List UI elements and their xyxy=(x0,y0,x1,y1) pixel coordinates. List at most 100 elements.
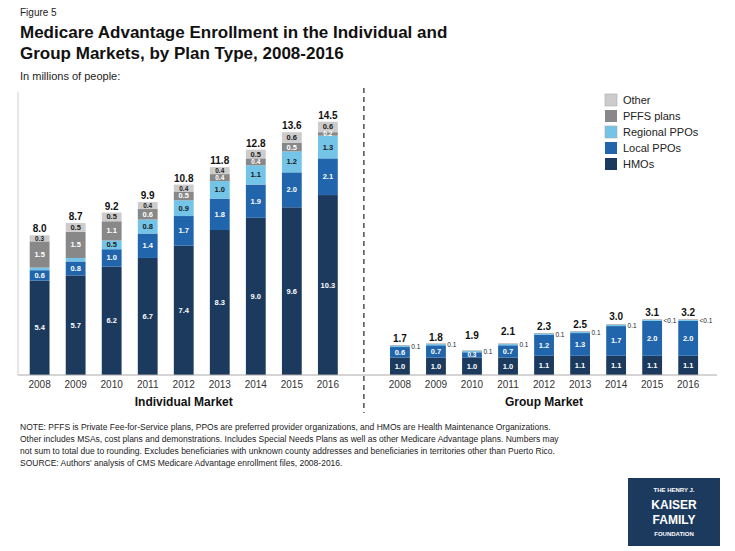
legend-label: Local PPOs xyxy=(623,142,682,154)
bar-segment xyxy=(102,213,122,222)
data-label: 1.8 xyxy=(215,210,225,219)
bar-segment xyxy=(282,151,302,172)
bar-segment xyxy=(498,358,518,375)
total-label: 1.7 xyxy=(393,333,407,344)
bar-segment xyxy=(570,356,590,375)
legend-label: Other xyxy=(623,94,651,106)
legend-swatch xyxy=(605,126,617,138)
total-label: 10.8 xyxy=(174,173,194,184)
note: NOTE: PFFS is Private Fee-for-Service pl… xyxy=(20,422,551,432)
bar-segment xyxy=(174,192,194,201)
legend-label: HMOs xyxy=(623,158,655,170)
bar-segment xyxy=(642,321,662,356)
total-label: 8.0 xyxy=(33,223,47,234)
data-label: 6.7 xyxy=(142,312,152,321)
data-label: 1.3 xyxy=(323,143,333,152)
bar-segment xyxy=(102,267,122,375)
bar-segment xyxy=(498,345,518,357)
data-label: 0.6 xyxy=(142,210,152,219)
legend-swatch xyxy=(605,94,617,106)
bar-segment xyxy=(30,270,50,280)
total-label: 8.7 xyxy=(69,211,83,222)
data-labels: 5.40.61.50.35.70.81.50.56.21.00.51.10.56… xyxy=(33,110,713,371)
x-tick-label: 2009 xyxy=(425,379,448,390)
bar-segment xyxy=(174,246,194,375)
bar-segment xyxy=(174,216,194,246)
bar-segment xyxy=(426,344,446,345)
data-label: 0.5 xyxy=(179,191,189,200)
bar-segment xyxy=(282,132,302,142)
data-label: 0.5 xyxy=(251,150,261,159)
legend-swatch xyxy=(605,110,617,122)
data-label: 0.1 xyxy=(447,341,456,348)
total-label: 3.1 xyxy=(645,307,659,318)
data-label: 2.0 xyxy=(647,334,657,343)
total-label: 9.9 xyxy=(141,190,155,201)
bars xyxy=(30,122,698,375)
data-label: 1.0 xyxy=(431,362,441,371)
bar-segment xyxy=(246,165,266,184)
title: Group Markets, by Plan Type, 2008-2016 xyxy=(20,44,344,63)
y-axis-line xyxy=(18,92,19,375)
data-label: 10.3 xyxy=(321,281,336,290)
data-label: 0.3 xyxy=(35,235,44,242)
bar-segment xyxy=(66,223,86,232)
bar-segment xyxy=(318,158,338,195)
legend-swatch xyxy=(605,142,617,154)
bar-segment xyxy=(30,241,50,267)
legend-swatch xyxy=(605,158,617,170)
bar-segment xyxy=(606,325,626,326)
group-separator xyxy=(363,88,364,413)
data-label: 6.2 xyxy=(106,316,116,325)
note: Other includes MSAs, cost plans and demo… xyxy=(20,434,559,444)
data-label: 0.5 xyxy=(106,212,116,221)
bar-segment xyxy=(462,358,482,375)
bar-segment xyxy=(678,319,698,320)
x-tick-label: 2012 xyxy=(173,379,196,390)
data-label: 9.0 xyxy=(251,292,261,301)
data-label: 7.4 xyxy=(179,306,190,315)
legend-label: PFFS plans xyxy=(623,110,681,122)
bar-segment xyxy=(30,235,50,241)
logo: THE HENRY J.KAISERFAMILYFOUNDATION xyxy=(628,478,720,546)
total-label: 1.9 xyxy=(465,330,479,341)
data-label: 1.1 xyxy=(683,361,693,370)
bar-segment xyxy=(678,356,698,375)
bar-segment xyxy=(174,200,194,216)
data-label: 1.7 xyxy=(179,226,189,235)
bar-segment xyxy=(210,167,230,174)
data-label: 0.4 xyxy=(179,185,188,192)
total-label: 2.5 xyxy=(573,319,587,330)
data-label: 1.1 xyxy=(611,361,621,370)
bar-segment xyxy=(426,345,446,357)
data-label: 0.4 xyxy=(215,167,224,174)
bar-segment xyxy=(174,185,194,192)
bar-segment xyxy=(534,333,554,334)
data-label: 0.5 xyxy=(106,240,116,249)
figure-label: Figure 5 xyxy=(20,7,57,18)
data-label: 1.4 xyxy=(142,241,153,250)
bar-segment xyxy=(138,220,158,234)
bar-segment xyxy=(426,343,446,345)
data-label: 0.6 xyxy=(323,122,333,131)
data-label: 0.9 xyxy=(179,204,189,213)
bar-segment xyxy=(606,324,626,326)
bar-segment xyxy=(30,268,50,271)
data-label: 0.1 xyxy=(411,343,420,350)
bar-segment xyxy=(534,356,554,375)
bar-segment xyxy=(282,172,302,207)
bar-segment xyxy=(210,199,230,230)
bar-segment xyxy=(102,240,122,249)
data-label: 1.0 xyxy=(467,362,477,371)
total-label: 11.8 xyxy=(210,155,229,166)
title: Medicare Advantage Enrollment in the Ind… xyxy=(20,23,447,42)
bar-segment xyxy=(210,181,230,198)
bar-segment xyxy=(678,319,698,321)
bar-segment xyxy=(66,275,86,375)
data-label: 2.0 xyxy=(287,185,297,194)
data-label: 8.3 xyxy=(215,298,225,307)
data-label: 0.4 xyxy=(215,174,224,181)
bar-segment xyxy=(390,358,410,375)
data-label: 0.6 xyxy=(34,271,44,280)
logo-text: FOUNDATION xyxy=(654,531,694,537)
